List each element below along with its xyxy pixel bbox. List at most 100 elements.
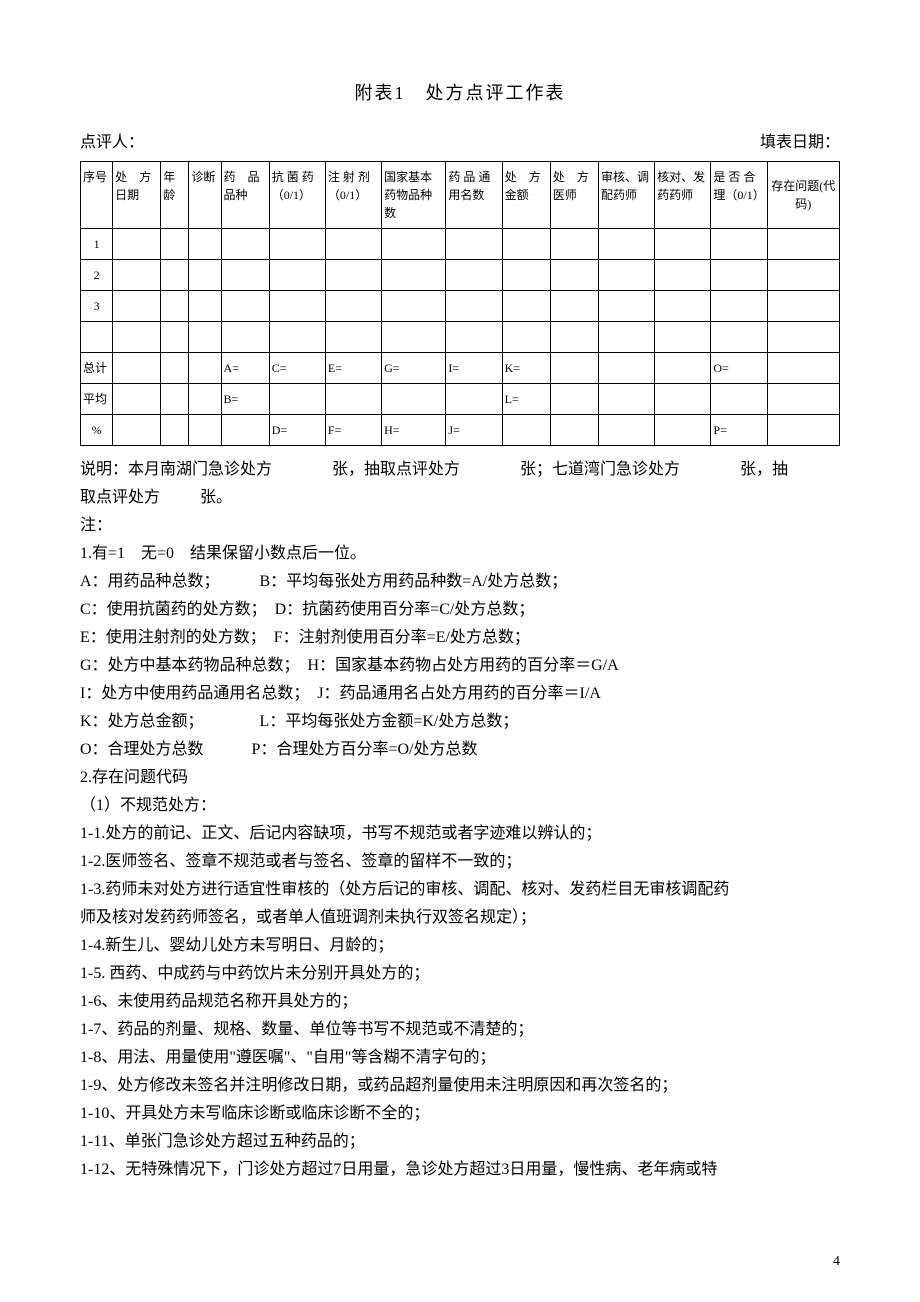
table-cell: [598, 322, 654, 353]
review-table: 序号 处 方日期 年龄 诊断 药 品品种 抗 菌 药（0/1） 注 射 剂（0/…: [80, 161, 840, 446]
col-rx-date: 处 方日期: [113, 162, 161, 229]
table-cell: [550, 415, 598, 446]
table-cell: [550, 353, 598, 384]
table-cell: [767, 291, 839, 322]
table-cell: [113, 415, 161, 446]
table-cell: [598, 260, 654, 291]
table-cell: [221, 229, 269, 260]
table-cell: [382, 229, 446, 260]
table-row: 2: [81, 260, 840, 291]
notes-section: 说明：本月南湖门急诊处方张，抽取点评处方张；七道湾门急诊处方张，抽 取点评处方张…: [80, 456, 840, 1184]
col-review-pharmacist: 审核、调配药师: [598, 162, 654, 229]
reviewer-label: 点评人：: [80, 131, 144, 155]
table-cell: [325, 229, 381, 260]
table-cell: [269, 322, 325, 353]
table-cell: 1: [81, 229, 113, 260]
note-line: （1）不规范处方：: [80, 792, 840, 820]
table-cell: [598, 384, 654, 415]
table-cell: [325, 260, 381, 291]
table-cell: [767, 353, 839, 384]
table-cell: [382, 384, 446, 415]
table-cell: [221, 260, 269, 291]
table-cell: [189, 229, 221, 260]
note-line: 注：: [80, 512, 840, 540]
note-line: 1-4.新生儿、婴幼儿处方未写明日、月龄的；: [80, 932, 840, 960]
table-cell: [161, 384, 189, 415]
table-cell: [550, 229, 598, 260]
table-cell: [502, 415, 550, 446]
table-cell: B=: [221, 384, 269, 415]
table-cell: [189, 353, 221, 384]
table-cell: [189, 260, 221, 291]
table-cell: [550, 260, 598, 291]
table-cell: [113, 384, 161, 415]
table-cell: [598, 353, 654, 384]
table-cell: [550, 291, 598, 322]
table-cell: E=: [325, 353, 381, 384]
note-line: A：用药品种总数； B：平均每张处方用药品种数=A/处方总数；: [80, 568, 840, 596]
table-row: 1: [81, 229, 840, 260]
table-cell: [382, 260, 446, 291]
note-text: 说明：本月南湖门急诊处方: [80, 461, 272, 478]
table-cell: [655, 260, 711, 291]
note-line: 师及核对发药药师签名，或者单人值班调剂未执行双签名规定）；: [80, 904, 840, 932]
table-cell: [598, 415, 654, 446]
header-bar: 点评人： 填表日期：: [80, 131, 840, 155]
note-line: E：使用注射剂的处方数； F：注射剂使用百分率=E/处方总数；: [80, 624, 840, 652]
table-cell: [711, 229, 767, 260]
table-cell: 2: [81, 260, 113, 291]
table-cell: [189, 322, 221, 353]
note-line: K：处方总金额； L：平均每张处方金额=K/处方总数；: [80, 708, 840, 736]
table-cell: [113, 322, 161, 353]
note-line: 1-6、未使用药品规范名称开具处方的；: [80, 988, 840, 1016]
table-cell: [767, 229, 839, 260]
note-line: 1.有=1 无=0 结果保留小数点后一位。: [80, 540, 840, 568]
note-line: 1-12、无特殊情况下，门诊处方超过7日用量，急诊处方超过3日用量，慢性病、老年…: [80, 1156, 840, 1184]
col-reasonable: 是 否 合 理（0/1）: [711, 162, 767, 229]
table-cell: [655, 291, 711, 322]
table-cell: A=: [221, 353, 269, 384]
note-line: 取点评处方张。: [80, 484, 840, 512]
note-line: 1-1.处方的前记、正文、后记内容缺项，书写不规范或者字迹难以辨认的；: [80, 820, 840, 848]
table-cell: [81, 322, 113, 353]
table-cell: [711, 291, 767, 322]
table-cell: [502, 322, 550, 353]
note-text: 张；七道湾门急诊处方: [520, 461, 680, 478]
table-cell: [382, 322, 446, 353]
col-physician: 处 方医师: [550, 162, 598, 229]
table-cell: G=: [382, 353, 446, 384]
table-cell: [502, 291, 550, 322]
table-cell: [767, 260, 839, 291]
note-line: 1-2.医师签名、签章不规范或者与签名、签章的留样不一致的；: [80, 848, 840, 876]
note-line: G：处方中基本药物品种总数； H：国家基本药物占处方用药的百分率＝G/A: [80, 652, 840, 680]
note-line: I：处方中使用药品通用名总数； J：药品通用名占处方用药的百分率＝I/A: [80, 680, 840, 708]
table-cell: [189, 384, 221, 415]
table-cell: [446, 229, 502, 260]
table-cell: [711, 384, 767, 415]
col-essential-drug: 国家基本药物品种数: [382, 162, 446, 229]
col-antibiotic: 抗 菌 药（0/1）: [269, 162, 325, 229]
table-cell: [382, 291, 446, 322]
table-cell: H=: [382, 415, 446, 446]
table-cell: [221, 322, 269, 353]
col-amount: 处 方金额: [502, 162, 550, 229]
table-cell: 总计: [81, 353, 113, 384]
note-line: 1-3.药师未对处方进行适宜性审核的（处方后记的审核、调配、核对、发药栏目无审核…: [80, 876, 840, 904]
table-cell: [767, 384, 839, 415]
note-line: 1-11、单张门急诊处方超过五种药品的；: [80, 1128, 840, 1156]
table-cell: [221, 415, 269, 446]
table-cell: [161, 353, 189, 384]
table-cell: [446, 291, 502, 322]
table-cell: P=: [711, 415, 767, 446]
table-cell: [113, 353, 161, 384]
table-cell: L=: [502, 384, 550, 415]
table-cell: [655, 322, 711, 353]
note-line: 1-8、用法、用量使用"遵医嘱"、"自用"等含糊不清字句的；: [80, 1044, 840, 1072]
table-cell: [598, 229, 654, 260]
note-text: 张。: [200, 489, 232, 506]
table-cell: [502, 260, 550, 291]
table-cell: [161, 229, 189, 260]
table-cell: [269, 384, 325, 415]
table-cell: F=: [325, 415, 381, 446]
table-cell: [446, 384, 502, 415]
